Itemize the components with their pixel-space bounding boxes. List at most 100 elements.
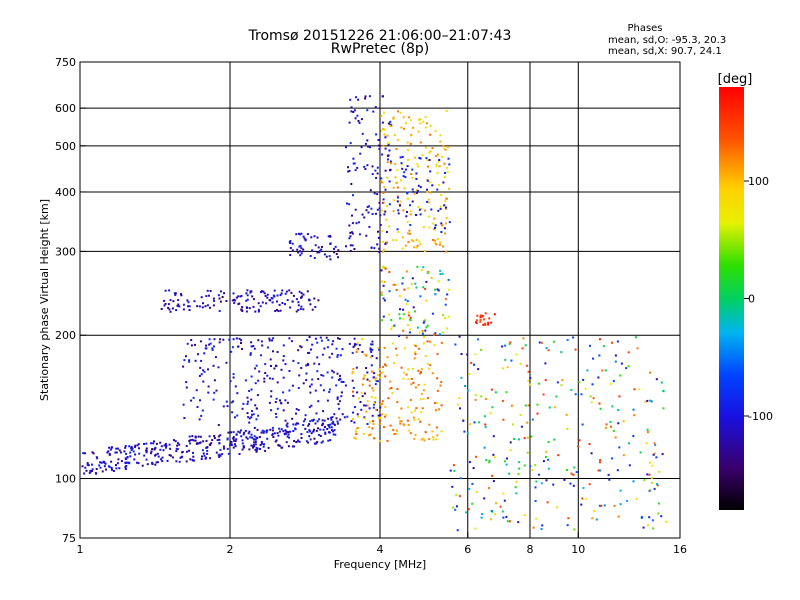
data-point (111, 468, 113, 471)
data-point (182, 303, 185, 306)
data-point (300, 232, 303, 235)
data-point (445, 250, 448, 253)
colorbar-tick-label: 100 (748, 175, 769, 188)
data-point (235, 296, 238, 299)
data-point (226, 405, 229, 408)
data-point (219, 448, 222, 451)
data-point (254, 441, 257, 443)
data-point (365, 367, 368, 369)
data-point (351, 351, 354, 354)
data-point (336, 354, 339, 356)
data-point (370, 350, 373, 353)
data-point (319, 336, 322, 339)
data-point (404, 244, 407, 247)
data-point (439, 273, 442, 275)
data-point (598, 402, 601, 405)
data-point (561, 379, 564, 382)
data-point (427, 165, 429, 168)
x-tick-label: 1 (77, 543, 84, 556)
data-point (336, 420, 339, 423)
data-point (530, 435, 533, 438)
data-point (421, 154, 424, 157)
data-point (503, 499, 506, 502)
data-point (355, 430, 357, 433)
data-point (388, 149, 391, 152)
data-point (373, 372, 376, 375)
data-point (435, 426, 438, 429)
data-point (99, 461, 102, 464)
data-point (299, 244, 302, 247)
y-tick-label: 400 (55, 186, 76, 199)
data-point (365, 354, 368, 357)
data-point (246, 294, 249, 297)
data-point (255, 449, 258, 452)
data-point (399, 308, 401, 311)
data-point (407, 197, 410, 200)
data-point (453, 469, 456, 472)
data-point (417, 383, 420, 386)
data-point (284, 429, 287, 432)
data-point (386, 176, 389, 179)
data-point (540, 482, 543, 485)
data-point (348, 121, 351, 124)
data-point (191, 458, 194, 461)
data-point (306, 290, 309, 293)
data-point (134, 444, 137, 447)
data-point (211, 439, 214, 442)
data-point (355, 96, 357, 99)
data-point (365, 410, 368, 413)
data-point (526, 364, 529, 367)
data-point (372, 389, 375, 392)
data-point (322, 410, 325, 413)
data-point (91, 451, 94, 454)
data-point (434, 226, 436, 229)
data-point (268, 337, 271, 340)
x-tick-label: 16 (673, 543, 687, 556)
data-point (505, 391, 508, 394)
data-point (362, 377, 365, 380)
data-point (204, 457, 207, 460)
data-point (276, 351, 279, 353)
data-point (443, 162, 446, 165)
x-tick-label: 10 (571, 543, 585, 556)
data-point (371, 355, 374, 357)
data-point (249, 291, 252, 294)
data-point (321, 424, 324, 427)
data-point (94, 472, 97, 475)
data-point (240, 294, 243, 297)
data-point (611, 405, 614, 408)
data-point (383, 213, 386, 216)
data-point (324, 432, 327, 435)
data-point (245, 436, 248, 439)
data-point (412, 126, 414, 129)
data-point (352, 418, 354, 420)
data-point (116, 462, 119, 465)
data-point (225, 400, 228, 403)
data-point (369, 146, 371, 149)
y-tick-label: 75 (62, 532, 76, 545)
data-point (441, 156, 443, 158)
data-point (440, 222, 443, 225)
data-point (96, 457, 99, 460)
data-point (310, 404, 313, 407)
data-point (274, 401, 277, 403)
data-point (429, 364, 432, 367)
data-point (422, 342, 425, 345)
data-point (415, 238, 418, 241)
data-point (556, 506, 559, 509)
data-point (458, 495, 461, 498)
data-point (403, 171, 406, 174)
data-point (330, 418, 333, 421)
data-point (245, 299, 248, 302)
data-point (278, 444, 281, 447)
data-point (600, 504, 603, 507)
data-point (432, 436, 435, 438)
data-point (399, 422, 402, 425)
data-point (574, 348, 577, 351)
data-point (279, 309, 282, 312)
data-point (219, 434, 222, 437)
data-point (653, 442, 656, 445)
data-point (397, 110, 399, 113)
data-point (145, 458, 148, 461)
data-point (414, 282, 417, 285)
